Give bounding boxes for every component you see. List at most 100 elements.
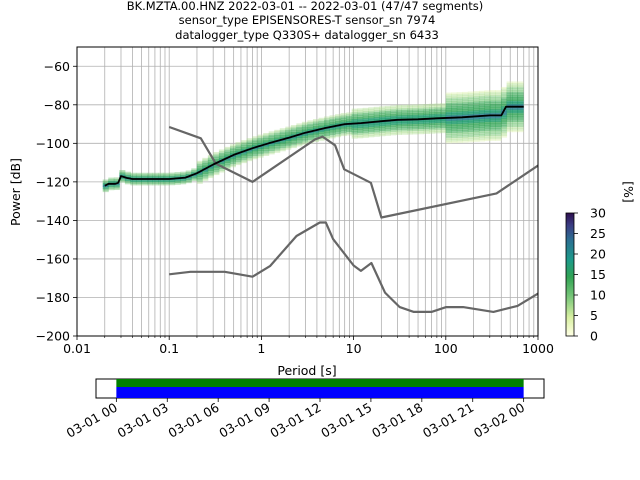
colorbar-tick-label: 15 — [590, 267, 606, 282]
psd-cell — [279, 133, 286, 136]
psd-cell — [263, 136, 270, 139]
psd-cell — [445, 122, 452, 125]
psd-cell — [229, 146, 236, 149]
psd-cell — [501, 121, 508, 124]
psd-cell — [517, 130, 524, 133]
psd-cell — [301, 121, 308, 124]
psd-cell — [495, 116, 502, 119]
psd-cell — [263, 134, 270, 137]
psd-cell — [429, 124, 436, 127]
psd-cell — [451, 109, 458, 112]
psd-cell — [412, 123, 419, 126]
psd-cell — [467, 108, 474, 112]
psd-cell — [434, 106, 441, 110]
psd-cell — [423, 126, 430, 129]
psd-cell — [462, 102, 469, 105]
psd-cell — [445, 135, 452, 139]
psd-cell — [185, 179, 192, 182]
y-tick-label: −140 — [36, 213, 70, 228]
psd-cell — [213, 164, 220, 167]
psd-cell — [351, 112, 358, 115]
psd-cell — [445, 106, 452, 109]
psd-cell — [152, 181, 159, 184]
psd-cell — [512, 114, 519, 117]
psd-cell — [401, 113, 408, 116]
psd-cell — [484, 125, 491, 128]
psd-cell — [318, 119, 325, 122]
psd-cell — [384, 131, 391, 135]
psd-cell — [473, 98, 480, 101]
psd-cell — [163, 176, 170, 179]
psd-cell — [263, 146, 270, 150]
psd-cell — [495, 90, 502, 93]
timeline-tick-label: 03-01 21 — [420, 400, 476, 441]
psd-cell — [473, 122, 480, 125]
psd-cell — [478, 92, 485, 95]
psd-cell — [484, 130, 491, 133]
y-axis-ticks: −200 −180 −160 −140 −120 −100 −80 −60 — [36, 59, 77, 344]
psd-cell — [357, 123, 364, 127]
psd-cell — [462, 109, 469, 112]
psd-cell — [246, 150, 253, 153]
psd-cell — [362, 111, 369, 114]
psd-cell — [307, 134, 314, 137]
colorbar-label: [%] — [621, 181, 636, 203]
psd-cell — [108, 179, 115, 182]
psd-cell — [440, 115, 447, 118]
psd-cell — [235, 143, 242, 147]
psd-cell — [412, 121, 419, 125]
psd-cell — [478, 109, 485, 113]
psd-cell — [196, 160, 203, 164]
chart-title-line-2: sensor_type EPISENSORES-T sensor_sn 7974 — [179, 13, 436, 27]
psd-cell — [202, 169, 209, 173]
psd-cell — [296, 144, 303, 147]
psd-cell — [512, 123, 519, 126]
psd-cell — [384, 112, 391, 115]
psd-cell — [401, 130, 408, 133]
psd-cell — [440, 103, 447, 106]
psd-cell — [180, 171, 187, 174]
psd-cell — [484, 111, 491, 114]
psd-cell — [274, 131, 281, 134]
psd-cell — [512, 107, 519, 110]
psd-cell — [456, 92, 463, 95]
psd-cell — [274, 143, 281, 146]
psd-cell — [318, 133, 325, 136]
psd-cell — [218, 156, 225, 159]
psd-cell — [418, 123, 425, 126]
psd-cell — [506, 95, 513, 98]
psd-cell — [268, 140, 275, 143]
psd-cell — [484, 119, 491, 123]
psd-cell — [473, 111, 480, 115]
psd-cell — [440, 124, 447, 127]
psd-cell — [135, 172, 142, 175]
psd-cell — [307, 123, 314, 127]
psd-cell — [451, 97, 458, 100]
psd-cell — [279, 142, 286, 145]
psd-cell — [407, 108, 414, 111]
psd-cell — [418, 126, 425, 130]
psd-cell — [506, 98, 513, 101]
psd-cell — [362, 116, 369, 119]
psd-cell — [357, 134, 364, 137]
psd-cell — [301, 125, 308, 128]
psd-cell — [252, 137, 259, 141]
psd-cell — [307, 120, 314, 123]
psd-cell — [489, 133, 496, 136]
x-tick-label: 10 — [346, 341, 362, 356]
psd-cell — [329, 129, 336, 132]
psd-cell — [346, 121, 353, 124]
psd-cell — [357, 132, 364, 135]
psd-cell — [296, 126, 303, 130]
psd-cell — [373, 134, 380, 137]
psd-cell — [346, 112, 353, 115]
psd-cell — [429, 110, 436, 113]
psd-cell — [285, 135, 292, 138]
colorbar-tick-label: 25 — [590, 226, 606, 241]
psd-cell — [290, 138, 297, 142]
psd-cell — [501, 95, 508, 98]
psd-cell — [235, 159, 242, 162]
psd-cell — [362, 126, 369, 130]
psd-cell — [368, 129, 375, 133]
